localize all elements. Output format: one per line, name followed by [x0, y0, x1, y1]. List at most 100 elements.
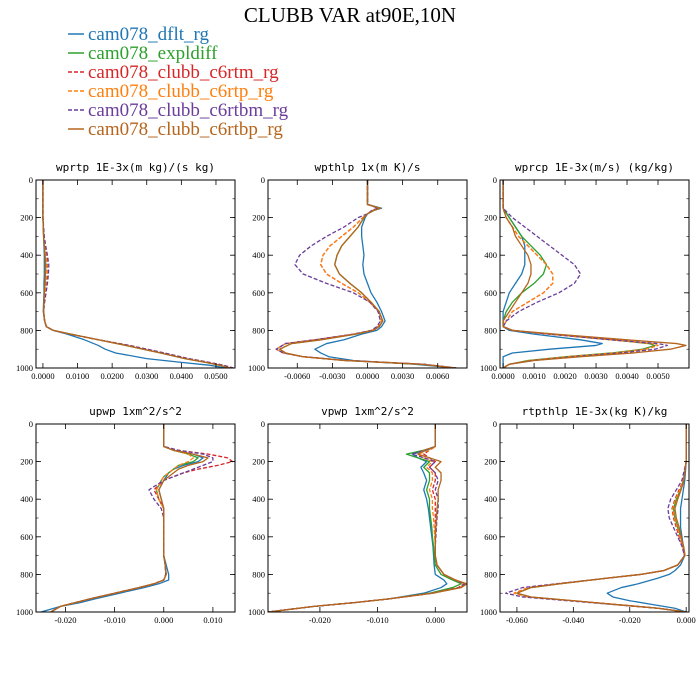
y-tick-label: 600 [484, 288, 497, 298]
series-line-cam078_clubb_c6rtbp_rg [268, 424, 467, 612]
y-tick-label: 800 [20, 569, 33, 579]
series-line-cam078_clubb_c6rtbp_rg [516, 424, 687, 612]
x-tick-label: 0.0500 [204, 371, 227, 381]
series-line-cam078_dflt_rg [42, 180, 227, 368]
series-line-cam078_clubb_c6rtp_rg [268, 424, 466, 612]
series-line-cam078_expldiff [50, 424, 199, 612]
x-tick-label: -0.010 [367, 615, 389, 625]
y-tick-label: 0 [493, 175, 497, 185]
legend-label: cam078_clubb_c6rtm_rg [88, 62, 279, 83]
series-line-cam078_clubb_c6rtbm_rg [275, 180, 457, 368]
series-group [42, 180, 234, 368]
y-tick-label: 200 [20, 457, 33, 467]
legend-label: cam078_clubb_c6rtbp_rg [88, 119, 283, 140]
series-line-cam078_expldiff [268, 424, 462, 612]
y-tick-label: 200 [484, 213, 497, 223]
series-line-cam078_clubb_c6rtbm_rg [504, 424, 687, 612]
x-tick-label: 0.0030 [391, 371, 414, 381]
x-tick-label: 0.0050 [646, 371, 669, 381]
y-tick-label: 1000 [480, 607, 497, 617]
y-tick-label: 800 [252, 325, 265, 335]
series-group [502, 180, 687, 368]
panel-title: vpwp 1xm^2/s^2 [321, 405, 414, 418]
series-line-cam078_clubb_c6rtbp_rg [502, 180, 687, 368]
y-tick-label: 200 [252, 213, 265, 223]
y-tick-label: 600 [20, 288, 33, 298]
y-tick-label: 0 [493, 419, 497, 429]
x-tick-label: 0.0010 [522, 371, 545, 381]
series-line-cam078_dflt_rg [268, 424, 448, 612]
y-tick-label: 400 [252, 250, 265, 260]
figure-title: CLUBB VAR at90E,10N [244, 3, 456, 27]
x-tick-label: -0.0030 [319, 371, 345, 381]
series-line-cam078_clubb_c6rtm_rg [268, 424, 465, 612]
x-tick-label: -0.040 [562, 615, 584, 625]
series-line-cam078_clubb_c6rtp_rg [50, 424, 194, 612]
y-tick-label: 800 [484, 569, 497, 579]
series-group [268, 424, 467, 612]
legend-label: cam078_expldiff [88, 43, 218, 64]
series-line-cam078_clubb_c6rtbp_rg [42, 180, 230, 368]
x-tick-label: -0.020 [309, 615, 331, 625]
panel-frame [499, 179, 690, 369]
y-tick-label: 800 [20, 325, 33, 335]
x-tick-label: 0.0040 [615, 371, 638, 381]
x-tick-label: -0.060 [506, 615, 528, 625]
panel-frame [267, 179, 468, 369]
series-line-cam078_expldiff [42, 180, 230, 368]
x-tick-label: 0.000 [677, 615, 696, 625]
x-tick-label: 0.0000 [491, 371, 514, 381]
series-line-cam078_clubb_c6rtbm_rg [42, 180, 234, 368]
series-line-cam078_clubb_c6rtp_rg [502, 180, 659, 368]
y-tick-label: 0 [261, 419, 265, 429]
y-tick-label: 200 [20, 213, 33, 223]
x-tick-label: 0.0200 [100, 371, 123, 381]
panel-title: rtpthlp 1E-3x(kg K)/kg [522, 405, 668, 418]
panel-frame [35, 179, 236, 369]
series-line-cam078_expldiff [516, 424, 687, 612]
series-line-cam078_clubb_c6rtm_rg [50, 424, 234, 612]
y-tick-label: 600 [484, 532, 497, 542]
panel-2: wpthlp 1x(m K)/s 0 200 400 600 800 1000 -0.0060… [248, 161, 468, 381]
y-tick-label: 1000 [248, 607, 265, 617]
x-tick-label: 0.0000 [31, 371, 54, 381]
panel-title: wprtp 1E-3x(m kg)/(s kg) [56, 161, 215, 174]
y-tick-label: 600 [252, 532, 265, 542]
y-tick-label: 1000 [480, 363, 497, 373]
panel-5: vpwp 1xm^2/s^2 0 200 400 600 800 1000 -0.020 -0.… [248, 405, 468, 625]
x-tick-label: 0.000 [154, 615, 173, 625]
series-line-cam078_clubb_c6rtbm_rg [502, 180, 668, 368]
legend-label: cam078_clubb_c6rtp_rg [88, 81, 274, 102]
y-tick-label: 0 [261, 175, 265, 185]
x-tick-label: 0.0100 [66, 371, 89, 381]
series-line-cam078_clubb_c6rtbm_rg [268, 424, 466, 612]
y-tick-label: 200 [252, 457, 265, 467]
series-line-cam078_dflt_rg [314, 180, 456, 368]
panel-title: upwp 1xm^2/s^2 [89, 405, 182, 418]
y-tick-label: 400 [252, 494, 265, 504]
series-line-cam078_clubb_c6rtp_rg [513, 424, 687, 612]
series-group [504, 424, 687, 612]
series-line-cam078_dflt_rg [606, 424, 687, 612]
y-tick-label: 200 [484, 457, 497, 467]
series-line-cam078_clubb_c6rtm_rg [513, 424, 687, 612]
series-line-cam078_clubb_c6rtp_rg [275, 180, 457, 368]
x-tick-label: -0.0060 [284, 371, 310, 381]
x-tick-label: 0.010 [203, 615, 222, 625]
series-group [275, 180, 457, 368]
panel-title: wprcp 1E-3x(m/s) (kg/kg) [515, 161, 674, 174]
x-tick-label: 0.0000 [356, 371, 379, 381]
y-tick-label: 0 [29, 419, 33, 429]
x-tick-label: 0.000 [426, 615, 445, 625]
y-tick-label: 800 [484, 325, 497, 335]
legend: cam078_dflt_rgcam078_expldiffcam078_club… [68, 24, 289, 140]
legend-label: cam078_clubb_c6rtbm_rg [88, 100, 289, 121]
panel-title: wpthlp 1x(m K)/s [315, 161, 421, 174]
y-tick-label: 1000 [248, 363, 265, 373]
x-tick-label: 0.0400 [170, 371, 193, 381]
x-tick-label: 0.0300 [135, 371, 158, 381]
panel-4: upwp 1xm^2/s^2 0 200 400 600 800 1000 -0.020 -0.… [16, 405, 236, 625]
series-line-cam078_clubb_c6rtp_rg [42, 180, 234, 368]
panel-1: wprtp 1E-3x(m kg)/(s kg) 0 200 400 600 800 100… [16, 161, 236, 381]
